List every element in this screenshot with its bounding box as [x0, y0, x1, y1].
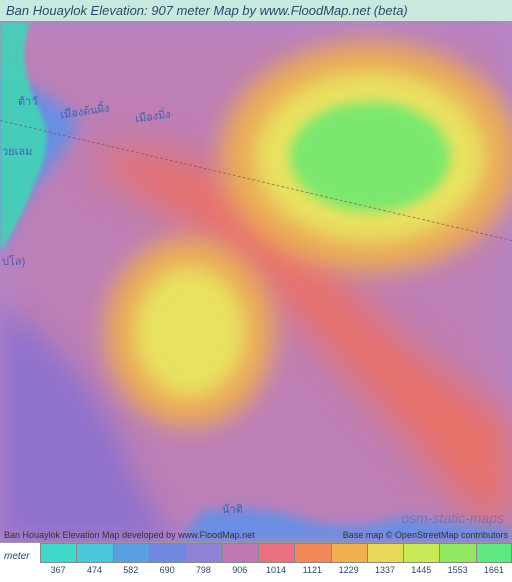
legend-swatch [149, 543, 185, 563]
legend-item: 1014 [258, 543, 294, 582]
legend-unit: meter [0, 543, 40, 582]
map-svg [0, 22, 512, 542]
legend-value: 582 [123, 565, 138, 575]
map-place-label: วยเลม [2, 142, 32, 160]
legend-value: 1445 [411, 565, 431, 575]
watermark: osm-static-maps [401, 510, 504, 526]
legend-item: 1445 [403, 543, 439, 582]
legend-swatch [76, 543, 112, 563]
legend-item: 1553 [439, 543, 475, 582]
legend-swatch [185, 543, 221, 563]
legend-item: 1229 [331, 543, 367, 582]
legend-value: 1014 [266, 565, 286, 575]
credit-right: Base map © OpenStreetMap contributors [343, 530, 508, 540]
map-place-label: ต้าวั [18, 92, 38, 110]
legend-value: 367 [51, 565, 66, 575]
legend-item: 474 [76, 543, 112, 582]
legend-swatch [331, 543, 367, 563]
map-place-label: ปโล) [2, 252, 25, 270]
legend-item: 1337 [367, 543, 403, 582]
legend-value: 1661 [484, 565, 504, 575]
legend-swatch [113, 543, 149, 563]
legend-swatch [476, 543, 512, 563]
legend-value: 690 [160, 565, 175, 575]
legend-value: 1229 [339, 565, 359, 575]
legend-item: 1121 [294, 543, 330, 582]
legend-swatch [294, 543, 330, 563]
elevation-legend: meter 367 474 582 690 798 906 1014 1121 1229 1337… [0, 542, 512, 582]
legend-item: 906 [222, 543, 258, 582]
map-place-label: น้าติ [222, 500, 243, 518]
legend-value: 1553 [448, 565, 468, 575]
legend-item: 798 [185, 543, 221, 582]
legend-swatch [403, 543, 439, 563]
legend-item: 582 [113, 543, 149, 582]
legend-swatch [222, 543, 258, 563]
legend-value: 1337 [375, 565, 395, 575]
legend-swatch [40, 543, 76, 563]
legend-item: 1661 [476, 543, 512, 582]
legend-swatch [258, 543, 294, 563]
legend-value: 798 [196, 565, 211, 575]
elevation-map: ต้าวัเมืองต้นผิ้งเมืองมิ่งวยเลมปโล)น้าติ… [0, 22, 512, 542]
legend-swatch [367, 543, 403, 563]
legend-value: 906 [232, 565, 247, 575]
credit-left: Ban Houaylok Elevation Map developed by … [4, 530, 255, 540]
legend-value: 474 [87, 565, 102, 575]
legend-items: 367 474 582 690 798 906 1014 1121 1229 1337 1445 15… [40, 543, 512, 582]
page-title: Ban Houaylok Elevation: 907 meter Map by… [0, 0, 512, 22]
legend-swatch [439, 543, 475, 563]
legend-value: 1121 [303, 565, 322, 575]
legend-item: 367 [40, 543, 76, 582]
legend-item: 690 [149, 543, 185, 582]
